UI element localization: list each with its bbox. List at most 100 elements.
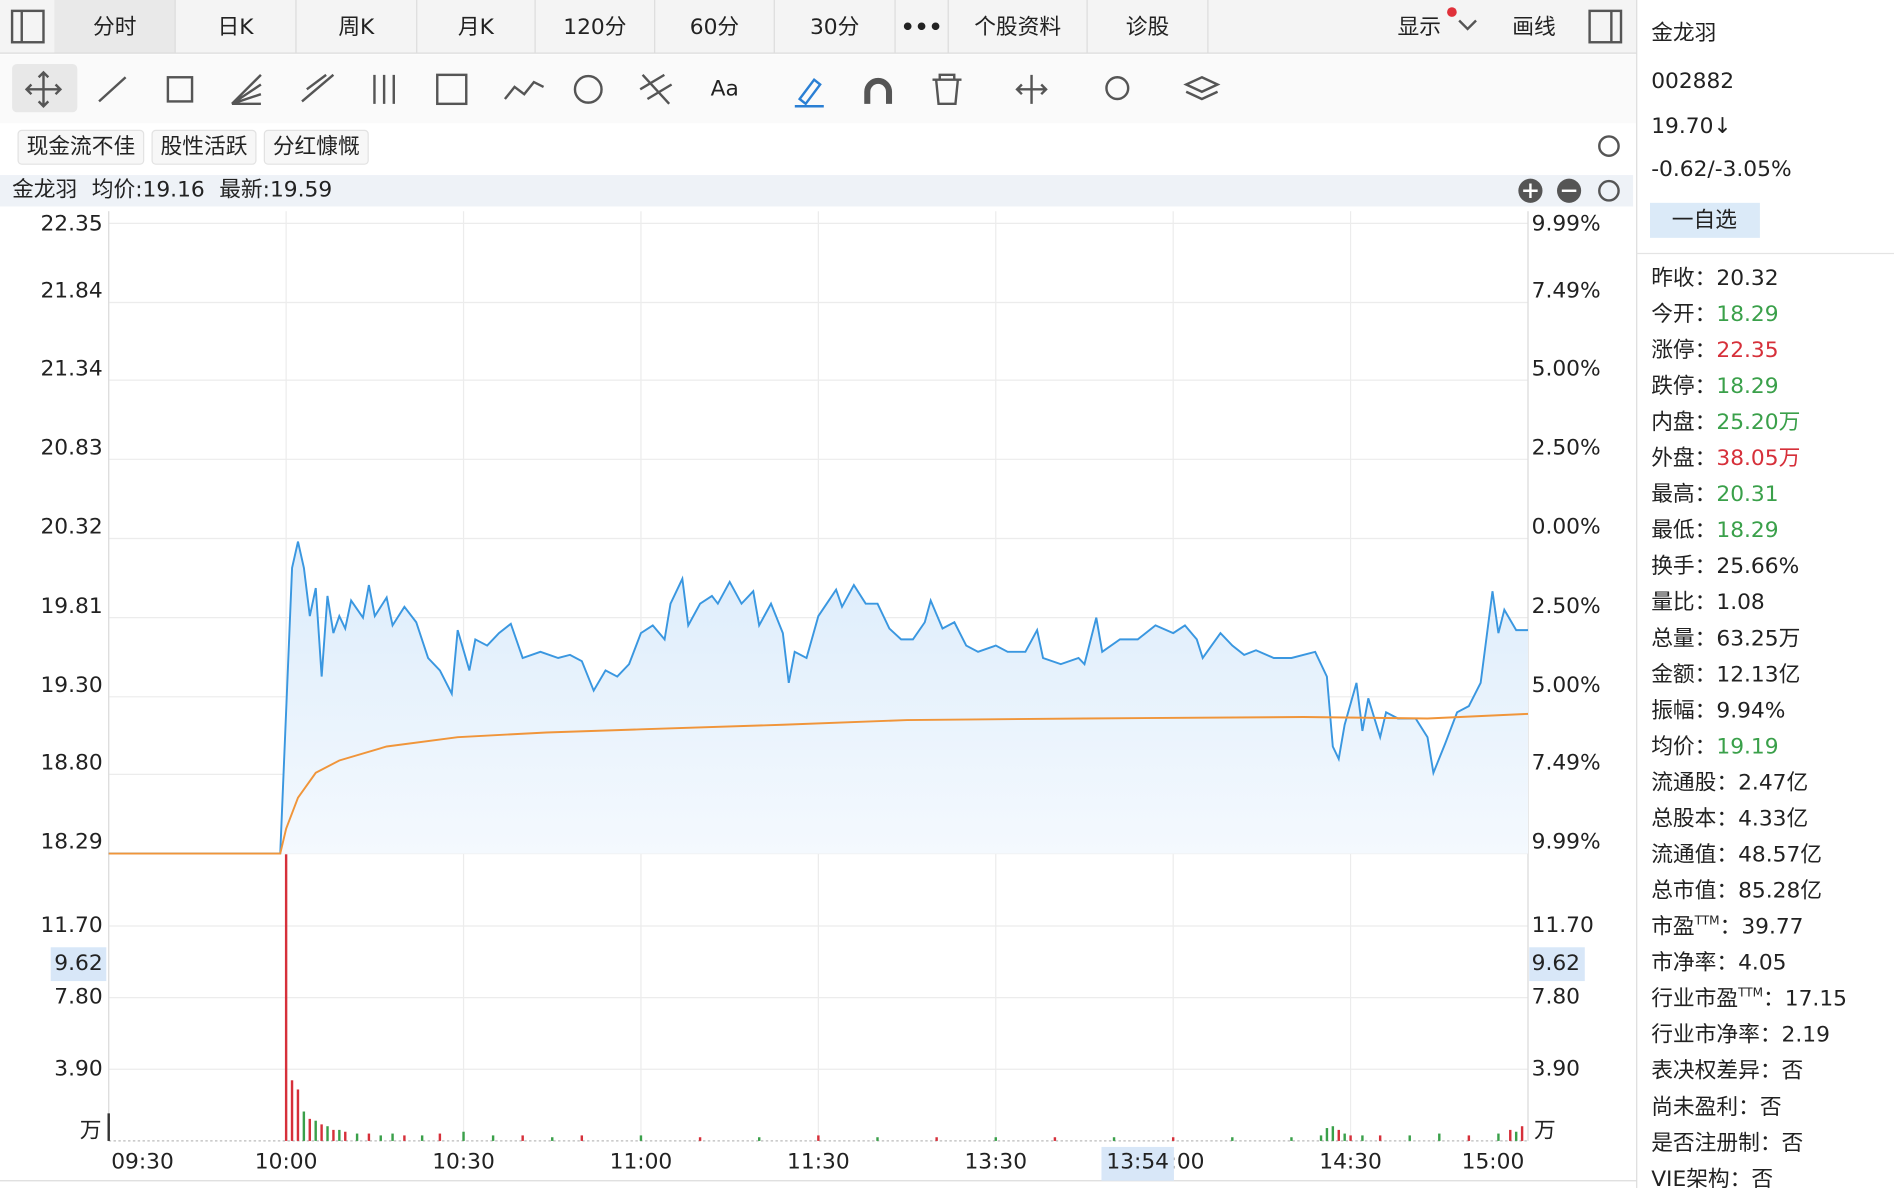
x-tick-label: 11:00 <box>610 1150 673 1175</box>
volume-bar <box>1331 1126 1335 1141</box>
volume-bar <box>1378 1135 1382 1141</box>
stat-value: 2.19 <box>1782 1023 1830 1048</box>
volume-bar <box>403 1135 406 1141</box>
volume-bar <box>391 1133 394 1141</box>
layers-tool[interactable] <box>1183 75 1221 101</box>
stat-row: 市盈TTM：39.77 <box>1651 913 1803 939</box>
tab[interactable]: 月K <box>458 15 495 40</box>
y-tick-label: 20.83 <box>40 435 102 460</box>
stat-row: 量比：1.08 <box>1651 590 1765 615</box>
volume-tick-label: 7.80 <box>1532 985 1580 1010</box>
wave-tool[interactable] <box>503 80 545 100</box>
watchlist-button[interactable] <box>1650 202 1760 238</box>
y2-tick-label: 7.49% <box>1532 279 1601 304</box>
volume-bar <box>551 1137 554 1141</box>
period-tool[interactable] <box>373 74 395 104</box>
tab[interactable]: 日K <box>218 15 255 40</box>
cursor-volume: 9.62 <box>1532 951 1580 976</box>
toolbar-button[interactable]: 画线 <box>1512 15 1555 40</box>
tag-text: 分红慷慨 <box>273 134 360 159</box>
volume-bar <box>462 1131 465 1141</box>
tab[interactable]: ••• <box>901 15 943 40</box>
text-tool[interactable]: Aa <box>711 76 739 101</box>
x-tick-label: 14:30 <box>1319 1150 1382 1175</box>
stat-sup: TTM <box>1737 985 1763 999</box>
tag-text: 股性活跃 <box>161 134 248 159</box>
note-tool[interactable] <box>436 73 468 106</box>
y2-tick-label: 2.50% <box>1532 594 1601 619</box>
legend-item: 最新:19.59 <box>219 178 332 203</box>
stat-value: 39.77 <box>1741 915 1803 940</box>
fan-tool[interactable] <box>231 73 262 106</box>
stat-row: 市净率：4.05 <box>1651 951 1786 976</box>
stat-label: 市盈 <box>1651 915 1694 940</box>
volume-bar <box>1408 1135 1411 1141</box>
stat-value: 1.08 <box>1716 590 1764 615</box>
tab[interactable]: 诊股 <box>1126 15 1169 40</box>
stat-value: 18.29 <box>1716 302 1778 327</box>
stat-row: 行业市盈TTM：17.15 <box>1651 985 1847 1011</box>
tab[interactable]: 120分 <box>563 15 626 40</box>
watchlist-button-text[interactable]: 一自选 <box>1672 208 1737 233</box>
stat-label: 行业市盈 <box>1651 987 1738 1012</box>
volume-bar <box>758 1137 761 1141</box>
magnet-tool[interactable] <box>864 77 893 104</box>
panel-icon[interactable] <box>1588 9 1623 44</box>
pen-tool[interactable] <box>794 77 824 108</box>
line-tool[interactable] <box>98 76 127 103</box>
volume-bar <box>355 1133 359 1141</box>
tag[interactable] <box>151 129 257 165</box>
tab[interactable]: 周K <box>338 15 375 40</box>
settings-tool[interactable] <box>1105 76 1130 101</box>
stat-row: 金额：12.13亿 <box>1651 662 1800 687</box>
x-tick-label: 10:30 <box>432 1150 495 1175</box>
rect-tool[interactable] <box>166 76 194 103</box>
volume-unit: 万 <box>1534 1118 1556 1143</box>
tab[interactable]: 个股资料 <box>974 15 1061 40</box>
tab[interactable]: 30分 <box>810 15 859 40</box>
stat-row: 流通值：48.57亿 <box>1651 843 1822 868</box>
volume-bar <box>639 1135 643 1141</box>
tag[interactable] <box>263 129 369 165</box>
move-tool[interactable] <box>24 70 63 108</box>
settings-button[interactable] <box>1598 179 1620 202</box>
tab-selected-bg <box>54 0 176 54</box>
volume-bar <box>1290 1137 1293 1141</box>
volume-tick-label: 11.70 <box>1532 913 1594 938</box>
volume-bar <box>1361 1135 1364 1141</box>
panel-icon[interactable] <box>10 9 45 44</box>
cycle-tool[interactable] <box>573 74 603 104</box>
settings-button[interactable] <box>1598 135 1620 157</box>
stat-row: 均价：19.19 <box>1651 734 1778 759</box>
volume-bar <box>332 1129 335 1141</box>
stat-label: 最低： <box>1651 518 1716 543</box>
tab[interactable]: 分时 <box>93 15 136 40</box>
y2-tick-label: 9.99% <box>1532 212 1601 237</box>
y-tick-label: 21.84 <box>40 279 102 304</box>
stat-label: 是否注册制： <box>1651 1131 1781 1156</box>
toolbar-button[interactable]: 显示 <box>1398 15 1441 40</box>
y2-tick-label: 5.00% <box>1532 356 1601 381</box>
zoom-tool[interactable] <box>1015 74 1048 104</box>
y-tick-label: 22.35 <box>40 212 102 237</box>
volume-bar <box>320 1124 323 1141</box>
tag[interactable] <box>17 129 145 165</box>
stat-label: 市净率： <box>1651 951 1738 976</box>
stat-label: 涨停： <box>1651 338 1716 363</box>
tab[interactable]: 60分 <box>690 15 739 40</box>
volume-bar <box>935 1137 938 1141</box>
cursor-volume-box <box>1529 947 1585 982</box>
y-tick-label: 18.80 <box>40 751 102 776</box>
stat-value: 25.66% <box>1716 554 1799 579</box>
stat-value: 9.94% <box>1716 698 1785 723</box>
y-tick-label: 21.34 <box>40 356 102 381</box>
volume-bar <box>817 1135 820 1141</box>
channel-tool[interactable] <box>301 73 335 103</box>
gann-tool[interactable] <box>639 73 673 105</box>
delete-tool[interactable] <box>932 73 962 106</box>
stat-value: 4.33亿 <box>1738 806 1808 831</box>
stat-label: 跌停： <box>1651 374 1716 399</box>
volume-bar <box>338 1129 341 1141</box>
stat-label: 外盘： <box>1651 446 1716 471</box>
legend-label: 最新: <box>219 178 270 203</box>
